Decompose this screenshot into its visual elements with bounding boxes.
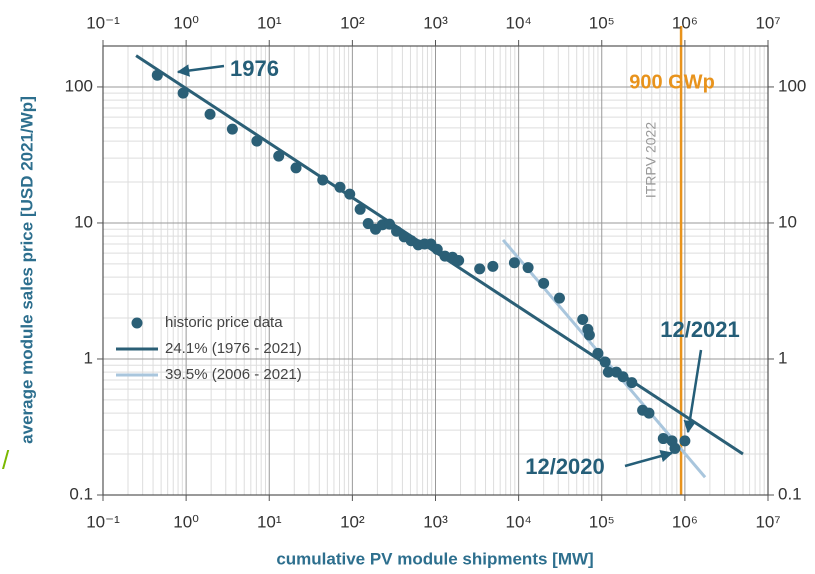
- y-tick-label: 100: [65, 76, 93, 95]
- data-point: [354, 203, 366, 215]
- annotation: ITRPV 2022: [643, 122, 659, 198]
- trend-line: [135, 54, 744, 456]
- x-axis-label: cumulative PV module shipments [MW]: [276, 549, 593, 568]
- annotation: 12/2020: [525, 454, 605, 479]
- data-point: [487, 260, 499, 272]
- y-tick-label: 0.1: [69, 484, 93, 503]
- data-point: [431, 243, 443, 255]
- data-point: [679, 435, 691, 447]
- x-tick-label: 10¹: [257, 512, 282, 531]
- x-tick-label: 10⁰: [173, 512, 199, 531]
- data-point: [602, 366, 614, 378]
- x-tick-label-top: 10⁶: [672, 13, 698, 32]
- data-point: [273, 150, 285, 162]
- x-tick-label-top: 10⁴: [506, 13, 532, 32]
- data-point: [522, 262, 534, 274]
- data-point: [453, 254, 465, 266]
- data-point: [391, 225, 403, 237]
- x-tick-label-top: 10⁻¹: [86, 13, 120, 32]
- data-point: [317, 174, 329, 186]
- x-tick-label: 10⁷: [755, 512, 780, 531]
- data-point: [334, 181, 346, 193]
- data-point: [344, 188, 356, 200]
- x-tick-label-top: 10¹: [257, 13, 282, 32]
- y-tick-label-right: 10: [778, 212, 797, 231]
- x-tick-label: 10⁵: [589, 512, 615, 531]
- legend-swatch: [131, 317, 143, 329]
- data-point: [626, 377, 638, 389]
- y-tick-label-right: 1: [778, 348, 787, 367]
- x-tick-label: 10⁶: [672, 512, 698, 531]
- vline-label: 900 GWp: [629, 71, 715, 93]
- data-point: [538, 277, 550, 289]
- legend-label: 39.5% (2006 - 2021): [165, 366, 302, 383]
- y-tick-label: 10: [74, 212, 93, 231]
- x-tick-label-top: 10²: [340, 13, 365, 32]
- data-point: [553, 292, 565, 304]
- data-point: [599, 356, 611, 368]
- annotation: 12/2021: [660, 317, 740, 342]
- annotation: /: [2, 445, 10, 475]
- data-point: [577, 314, 589, 326]
- annotation-arrow: [683, 349, 703, 434]
- data-point: [151, 69, 163, 81]
- grid: [102, 46, 769, 496]
- data-point: [474, 263, 486, 275]
- x-tick-label: 10⁴: [506, 512, 532, 531]
- data-point: [226, 123, 238, 135]
- data-point: [251, 135, 263, 147]
- data-point: [583, 329, 595, 341]
- data-point: [592, 347, 604, 359]
- y-axis-label: average module sales price [USD 2021/Wp]: [17, 96, 36, 444]
- x-tick-label: 10²: [340, 512, 365, 531]
- y-tick-label-right: 0.1: [778, 484, 802, 503]
- data-point: [290, 162, 302, 174]
- x-tick-label: 10⁻¹: [86, 512, 120, 531]
- data-point: [617, 371, 629, 383]
- x-tick-label-top: 10⁰: [173, 13, 199, 32]
- data-point: [177, 87, 189, 99]
- y-tick-label-right: 100: [778, 76, 806, 95]
- x-tick-label-top: 10³: [423, 13, 448, 32]
- x-tick-label: 10³: [423, 512, 448, 531]
- x-tick-label-top: 10⁷: [755, 13, 780, 32]
- annotation-arrow: [176, 64, 225, 77]
- data-point: [508, 257, 520, 269]
- annotation: 1976: [230, 56, 279, 81]
- marks: [135, 26, 744, 495]
- legend-label: historic price data: [165, 314, 283, 331]
- legend-label: 24.1% (1976 - 2021): [165, 340, 302, 357]
- annotation-arrow: [624, 449, 674, 468]
- data-point: [204, 108, 216, 120]
- data-point: [657, 433, 669, 445]
- x-tick-label-top: 10⁵: [589, 13, 615, 32]
- y-tick-label: 1: [84, 348, 93, 367]
- data-point: [384, 218, 396, 230]
- data-point: [643, 407, 655, 419]
